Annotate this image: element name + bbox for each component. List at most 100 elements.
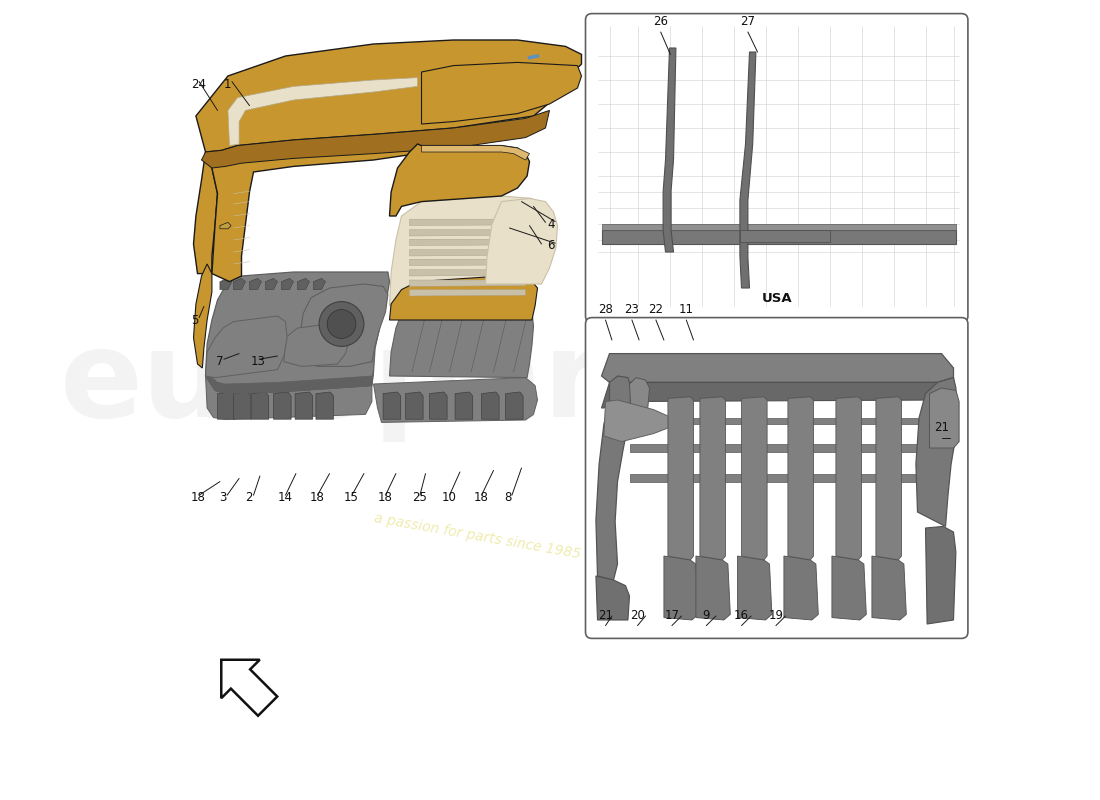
Polygon shape — [836, 397, 861, 560]
Polygon shape — [409, 290, 526, 296]
Polygon shape — [406, 392, 424, 419]
Polygon shape — [218, 392, 235, 419]
Polygon shape — [409, 239, 526, 246]
Polygon shape — [429, 392, 447, 419]
Text: 4: 4 — [547, 218, 554, 230]
Polygon shape — [421, 62, 582, 124]
Polygon shape — [221, 660, 277, 716]
Polygon shape — [602, 354, 954, 382]
Circle shape — [327, 310, 356, 338]
Polygon shape — [596, 576, 629, 620]
Polygon shape — [206, 376, 372, 419]
Text: USA: USA — [761, 292, 792, 305]
Text: 25: 25 — [411, 491, 427, 504]
Text: 20: 20 — [630, 609, 645, 622]
Polygon shape — [629, 474, 917, 482]
Polygon shape — [284, 324, 350, 366]
Polygon shape — [196, 40, 582, 152]
Polygon shape — [201, 110, 550, 168]
Polygon shape — [389, 196, 538, 306]
Polygon shape — [741, 397, 767, 560]
Text: 18: 18 — [191, 491, 206, 504]
Text: a passion for parts since 1985: a passion for parts since 1985 — [373, 511, 582, 561]
Polygon shape — [233, 392, 251, 419]
Text: 10: 10 — [441, 491, 456, 504]
Text: 1: 1 — [224, 78, 231, 90]
Polygon shape — [916, 378, 956, 526]
Polygon shape — [389, 144, 529, 216]
Polygon shape — [409, 280, 526, 286]
Polygon shape — [925, 526, 956, 624]
Text: 9: 9 — [703, 609, 711, 622]
FancyBboxPatch shape — [585, 14, 968, 322]
Polygon shape — [788, 397, 814, 560]
Polygon shape — [876, 397, 902, 560]
Text: 13: 13 — [251, 355, 266, 368]
Polygon shape — [409, 270, 526, 276]
Polygon shape — [604, 400, 668, 442]
Polygon shape — [696, 556, 730, 620]
Polygon shape — [316, 392, 333, 419]
Polygon shape — [220, 278, 232, 290]
Text: 18: 18 — [377, 491, 393, 504]
Polygon shape — [206, 316, 287, 378]
Polygon shape — [409, 219, 526, 226]
Polygon shape — [212, 128, 418, 282]
Text: 18: 18 — [473, 491, 488, 504]
Polygon shape — [740, 52, 756, 288]
Polygon shape — [409, 230, 526, 236]
Polygon shape — [374, 378, 538, 422]
Polygon shape — [602, 230, 956, 244]
Polygon shape — [383, 392, 400, 419]
Text: 19: 19 — [769, 609, 783, 622]
Polygon shape — [737, 556, 772, 620]
Polygon shape — [602, 224, 956, 230]
Polygon shape — [250, 278, 262, 290]
Polygon shape — [295, 392, 312, 419]
Text: 6: 6 — [547, 239, 554, 252]
Polygon shape — [220, 222, 231, 229]
Polygon shape — [206, 372, 374, 394]
Polygon shape — [389, 300, 534, 378]
Polygon shape — [832, 556, 867, 620]
Text: 11: 11 — [679, 303, 694, 316]
Text: 2: 2 — [245, 491, 253, 504]
Polygon shape — [668, 397, 693, 560]
Polygon shape — [930, 388, 959, 448]
Polygon shape — [228, 78, 418, 146]
Text: 26: 26 — [653, 15, 668, 28]
Text: 22: 22 — [648, 303, 663, 316]
Text: europarts: europarts — [59, 326, 735, 442]
Polygon shape — [596, 376, 631, 580]
Polygon shape — [409, 259, 526, 266]
Polygon shape — [282, 278, 294, 290]
Polygon shape — [265, 278, 277, 290]
Polygon shape — [482, 392, 499, 419]
Polygon shape — [872, 556, 906, 620]
Text: 14: 14 — [277, 491, 293, 504]
Text: 3: 3 — [219, 491, 227, 504]
Polygon shape — [506, 392, 524, 419]
Polygon shape — [194, 152, 218, 274]
Text: 17: 17 — [664, 609, 680, 622]
Polygon shape — [194, 264, 212, 368]
Text: 8: 8 — [504, 491, 512, 504]
Polygon shape — [663, 48, 675, 252]
Text: 7: 7 — [216, 355, 223, 368]
Text: 24: 24 — [191, 78, 206, 90]
Polygon shape — [700, 397, 726, 560]
Text: 16: 16 — [734, 609, 749, 622]
Text: 5: 5 — [191, 314, 198, 326]
Polygon shape — [274, 392, 292, 419]
Polygon shape — [206, 272, 389, 394]
Polygon shape — [602, 378, 954, 408]
Text: 15: 15 — [344, 491, 359, 504]
Polygon shape — [421, 146, 529, 160]
Text: 28: 28 — [598, 303, 613, 316]
Polygon shape — [314, 278, 326, 290]
Polygon shape — [223, 128, 418, 282]
Polygon shape — [629, 444, 917, 452]
Text: 18: 18 — [309, 491, 324, 504]
Polygon shape — [297, 278, 309, 290]
FancyBboxPatch shape — [585, 318, 968, 638]
